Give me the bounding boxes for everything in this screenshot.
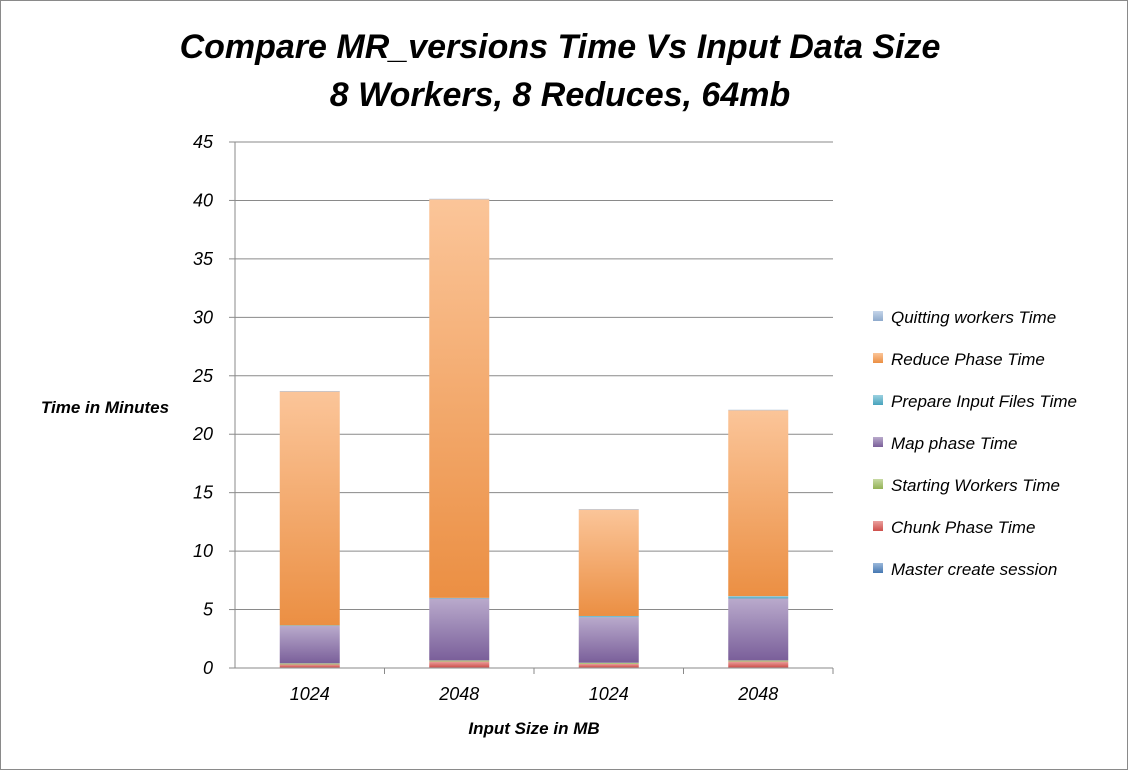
x-tick-label: 2048 xyxy=(438,684,479,704)
legend-label: Starting Workers Time xyxy=(891,476,1060,495)
y-axis-label: Time in Minutes xyxy=(41,398,169,417)
bar-segment-chunk-phase-time xyxy=(578,663,639,668)
legend-swatch xyxy=(873,563,883,573)
y-axis-ticks: 0 5 10 15 20 25 30 35 40 45 xyxy=(192,132,235,678)
bar-segment-starting-workers-time xyxy=(279,663,340,665)
bar-segment-reduce-phase-time xyxy=(728,410,789,597)
y-tick-label: 5 xyxy=(203,600,214,620)
legend-label: Master create session xyxy=(891,560,1057,579)
y-tick-label: 25 xyxy=(192,366,214,386)
bar-segment-starting-workers-time xyxy=(578,662,639,664)
y-tick-label: 20 xyxy=(192,424,213,444)
legend-swatch xyxy=(873,353,883,363)
bars xyxy=(279,198,789,668)
bar-segment-prepare-input-files-time xyxy=(429,597,490,599)
bar-segment-prepare-input-files-time xyxy=(578,615,639,618)
legend-label: Prepare Input Files Time xyxy=(891,392,1077,411)
legend-label: Chunk Phase Time xyxy=(891,518,1035,537)
y-tick-label: 40 xyxy=(193,190,213,210)
legend-label: Map phase Time xyxy=(891,434,1017,453)
y-tick-label: 0 xyxy=(203,658,213,678)
y-tick-label: 10 xyxy=(193,541,213,561)
legend-label: Reduce Phase Time xyxy=(891,350,1045,369)
bar-segment-chunk-phase-time xyxy=(728,661,789,668)
bar-segment-map-phase-time xyxy=(728,598,789,661)
y-tick-label: 15 xyxy=(193,483,214,503)
y-tick-label: 35 xyxy=(193,249,214,269)
bar-segment-quitting-workers-time xyxy=(429,198,490,200)
bar-segment-prepare-input-files-time xyxy=(279,625,340,626)
bar-segment-quitting-workers-time xyxy=(578,509,639,510)
legend: Quitting workers Time Reduce Phase Time Pr… xyxy=(873,308,1077,579)
x-tick-label: 1024 xyxy=(290,684,330,704)
bar-segment-quitting-workers-time xyxy=(279,390,340,392)
chart-title-line-1: Compare MR_versions Time Vs Input Data S… xyxy=(180,28,941,66)
bar-segment-map-phase-time xyxy=(279,625,340,664)
x-axis-ticks: 1024 2048 1024 2048 xyxy=(290,668,834,704)
legend-label: Quitting workers Time xyxy=(891,308,1056,327)
x-axis-label: Input Size in MB xyxy=(468,719,599,738)
y-tick-label: 30 xyxy=(193,307,213,327)
bar-segment-prepare-input-files-time xyxy=(728,596,789,599)
bar-segment-starting-workers-time xyxy=(728,660,789,662)
bar-segment-quitting-workers-time xyxy=(728,409,789,411)
chart-title-line-2: 8 Workers, 8 Reduces, 64mb xyxy=(330,76,790,114)
legend-swatch xyxy=(873,479,883,489)
bar-segment-starting-workers-time xyxy=(429,660,490,662)
legend-swatch xyxy=(873,437,883,447)
x-tick-label: 1024 xyxy=(589,684,629,704)
bar-segment-reduce-phase-time xyxy=(429,199,490,598)
legend-swatch xyxy=(873,521,883,531)
bar-segment-reduce-phase-time xyxy=(578,509,639,616)
x-tick-label: 2048 xyxy=(737,684,778,704)
bar-segment-chunk-phase-time xyxy=(279,664,340,668)
bar-segment-chunk-phase-time xyxy=(429,661,490,668)
y-tick-label: 45 xyxy=(193,132,214,152)
legend-swatch xyxy=(873,395,883,405)
bar-segment-map-phase-time xyxy=(429,598,490,661)
legend-swatch xyxy=(873,311,883,321)
bar-segment-map-phase-time xyxy=(578,617,639,663)
bar-segment-reduce-phase-time xyxy=(279,391,340,626)
